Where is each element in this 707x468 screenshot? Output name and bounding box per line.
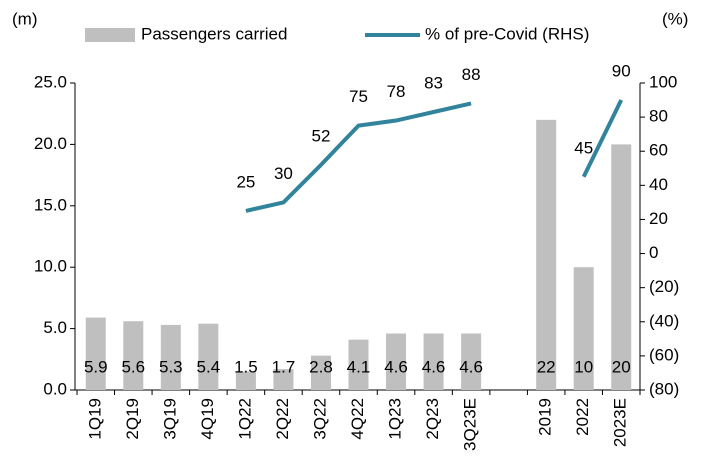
bar xyxy=(573,267,594,390)
legend-swatch xyxy=(85,28,135,42)
y-tick-label: 15.0 xyxy=(34,195,67,214)
bar xyxy=(85,317,106,390)
y2-tick-label: 100 xyxy=(649,72,677,91)
bar-label: 5.6 xyxy=(121,357,145,376)
line-label: 75 xyxy=(349,87,368,106)
bar-label: 4.6 xyxy=(384,357,408,376)
x-tick-label: 2019 xyxy=(536,398,555,436)
line-label: 90 xyxy=(612,62,631,81)
x-tick-label: 3Q19 xyxy=(160,398,179,440)
x-tick-label: 3Q23E xyxy=(461,398,480,451)
bar xyxy=(123,321,144,390)
bar-label: 5.9 xyxy=(84,357,108,376)
bar xyxy=(461,333,482,390)
bar xyxy=(386,333,407,390)
y2-tick-label: 60 xyxy=(649,141,668,160)
line xyxy=(245,101,472,213)
y2-tick-label: 40 xyxy=(649,175,668,194)
bar-label: 4.6 xyxy=(459,357,483,376)
line-label: 30 xyxy=(274,164,293,183)
x-tick-label: 4Q19 xyxy=(198,398,217,440)
x-tick-label: 2022 xyxy=(573,398,592,436)
bar xyxy=(310,355,331,390)
bar-label: 2.8 xyxy=(309,357,333,376)
bar xyxy=(348,339,369,390)
line-label: 88 xyxy=(462,65,481,84)
y2-unit: (%) xyxy=(662,9,688,28)
bar xyxy=(611,144,632,390)
bar xyxy=(198,323,219,390)
y2-tick-label: (80) xyxy=(649,379,679,398)
bar xyxy=(273,369,294,390)
x-tick-label: 2Q22 xyxy=(273,398,292,440)
line-label: 78 xyxy=(387,82,406,101)
bar-label: 1.5 xyxy=(234,357,258,376)
bar-label: 4.6 xyxy=(422,357,446,376)
y-tick-label: 25.0 xyxy=(34,72,67,91)
bar xyxy=(423,333,444,390)
bar-label: 5.4 xyxy=(197,357,221,376)
bar xyxy=(160,324,181,390)
line-label: 83 xyxy=(424,73,443,92)
bar-label: 5.3 xyxy=(159,357,183,376)
bar-label: 22 xyxy=(537,357,556,376)
y-tick-label: 5.0 xyxy=(43,318,67,337)
line-label: 25 xyxy=(236,172,255,191)
bar-label: 20 xyxy=(612,357,631,376)
y-tick-label: 20.0 xyxy=(34,134,67,153)
y2-tick-label: 0 xyxy=(649,243,658,262)
y2-tick-label: (40) xyxy=(649,311,679,330)
x-tick-label: 2Q23 xyxy=(423,398,442,440)
bar-label: 4.1 xyxy=(347,357,371,376)
x-tick-label: 1Q19 xyxy=(85,398,104,440)
y2-tick-label: 20 xyxy=(649,209,668,228)
line-label: 45 xyxy=(574,138,593,157)
x-tick-label: 1Q23 xyxy=(386,398,405,440)
x-tick-label: 4Q22 xyxy=(348,398,367,440)
y2-tick-label: 80 xyxy=(649,107,668,126)
x-tick-label: 2023E xyxy=(611,398,630,447)
y-unit: (m) xyxy=(12,9,37,28)
y-tick-label: 10.0 xyxy=(34,257,67,276)
bar xyxy=(536,119,557,390)
x-tick-label: 2Q19 xyxy=(123,398,142,440)
y2-tick-label: (60) xyxy=(649,345,679,364)
y2-tick-label: (20) xyxy=(649,277,679,296)
bar xyxy=(235,371,256,390)
line-label: 52 xyxy=(312,126,331,145)
x-tick-label: 1Q22 xyxy=(235,398,254,440)
x-tick-label: 3Q22 xyxy=(310,398,329,440)
y-tick-label: 0.0 xyxy=(43,379,67,398)
legend-label: Passengers carried xyxy=(141,24,287,43)
line xyxy=(581,99,624,178)
bar-label: 10 xyxy=(574,357,593,376)
legend-label: % of pre-Covid (RHS) xyxy=(425,24,589,43)
bar-label: 1.7 xyxy=(272,357,296,376)
